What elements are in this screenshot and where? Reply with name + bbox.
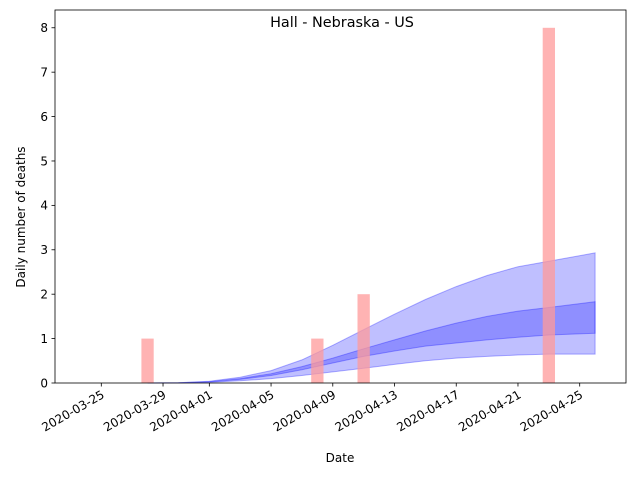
y-tick-label: 2 [40, 287, 48, 301]
bars [141, 27, 555, 384]
x-tick-label: 2020-04-05 [209, 387, 276, 434]
chart-title: Hall - Nebraska - US [270, 15, 414, 31]
x-tick-label: 2020-04-17 [394, 387, 461, 434]
x-tick-label: 2020-04-13 [333, 387, 400, 434]
y-axis-label: Daily number of deaths [14, 146, 28, 287]
bar-2020-04-23 [542, 27, 555, 384]
x-tick-label: 2020-03-25 [39, 387, 106, 434]
x-axis: 2020-03-252020-03-292020-04-012020-04-05… [39, 383, 585, 434]
y-tick-label: 3 [40, 243, 48, 257]
y-tick-label: 7 [40, 65, 48, 79]
y-tick-label: 6 [40, 110, 48, 124]
y-tick-label: 8 [40, 21, 48, 35]
bar-2020-03-28 [141, 338, 154, 383]
bar-2020-04-08 [311, 338, 324, 383]
y-tick-label: 1 [40, 332, 48, 346]
band-inner [147, 301, 596, 384]
x-tick-label: 2020-04-25 [518, 387, 585, 434]
x-axis-label: Date [326, 451, 355, 465]
y-tick-label: 0 [40, 376, 48, 390]
y-tick-label: 5 [40, 154, 48, 168]
x-tick-label: 2020-04-21 [456, 387, 523, 434]
band-outer [147, 252, 596, 384]
confidence-bands [147, 252, 596, 384]
plot-frame [54, 9, 627, 384]
y-axis: 0 1 2 3 4 5 6 7 8 [40, 21, 55, 390]
y-tick-label: 4 [40, 199, 48, 213]
bar-2020-04-11 [357, 294, 370, 383]
x-tick-label: 2020-04-09 [271, 387, 338, 434]
